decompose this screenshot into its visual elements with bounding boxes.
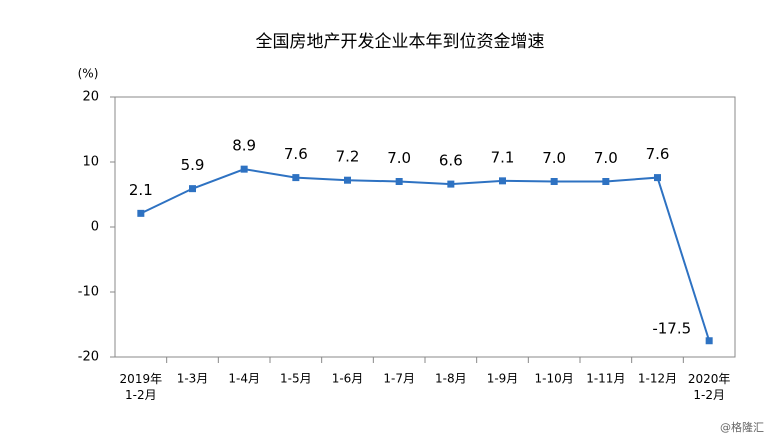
value-label: 7.6 bbox=[646, 145, 670, 163]
x-tick-label: 1-5月 bbox=[280, 372, 312, 386]
y-tick-label: 10 bbox=[82, 155, 99, 170]
value-label: 7.2 bbox=[336, 148, 360, 166]
marker bbox=[344, 176, 351, 184]
x-tick-label: 1-10月 bbox=[535, 372, 574, 386]
marker bbox=[189, 185, 196, 193]
marker bbox=[447, 180, 455, 188]
marker bbox=[292, 174, 300, 182]
value-label: 2.1 bbox=[129, 181, 153, 199]
y-axis-label: (%) bbox=[78, 67, 99, 81]
y-tick-label: -10 bbox=[78, 285, 99, 300]
value-label: 5.9 bbox=[181, 156, 205, 174]
marker bbox=[240, 165, 248, 173]
chart-title: 全国房地产开发企业本年到位资金增速 bbox=[256, 32, 545, 52]
value-label: 7.0 bbox=[387, 149, 411, 167]
x-tick-label: 1-3月 bbox=[177, 372, 209, 386]
plot-frame bbox=[114, 96, 736, 358]
y-tick-label: -20 bbox=[78, 350, 99, 365]
y-tick-label: 0 bbox=[91, 220, 99, 235]
value-label: 7.1 bbox=[491, 148, 515, 166]
marker bbox=[499, 177, 506, 185]
x-tick-label: 1-11月 bbox=[586, 372, 625, 386]
x-tick-label: 1-4月 bbox=[228, 372, 260, 386]
x-tick-label: 1-12月 bbox=[638, 372, 677, 386]
x-tick-label: 1-7月 bbox=[383, 372, 415, 386]
value-label: 6.6 bbox=[439, 152, 463, 170]
watermark: @格隆汇 bbox=[720, 420, 764, 434]
marker bbox=[705, 337, 713, 345]
x-tick-label: 1-9月 bbox=[487, 372, 519, 386]
value-label: 8.9 bbox=[232, 137, 256, 155]
value-label: 7.6 bbox=[284, 145, 308, 163]
x-tick-label: 2020年 1-2月 bbox=[688, 372, 731, 402]
marker bbox=[395, 178, 403, 185]
marker bbox=[550, 178, 558, 185]
marker bbox=[137, 209, 145, 217]
y-tick-label: 20 bbox=[82, 90, 99, 105]
x-tick-label: 2019年 1-2月 bbox=[120, 372, 163, 402]
x-tick-label: 1-8月 bbox=[435, 372, 467, 386]
marker bbox=[654, 174, 661, 182]
marker bbox=[602, 178, 610, 185]
x-tick-label: 1-6月 bbox=[332, 372, 364, 386]
value-label: -17.5 bbox=[652, 319, 691, 337]
value-label: 7.0 bbox=[594, 149, 618, 167]
series-line bbox=[140, 168, 711, 342]
value-label: 7.0 bbox=[542, 149, 566, 167]
